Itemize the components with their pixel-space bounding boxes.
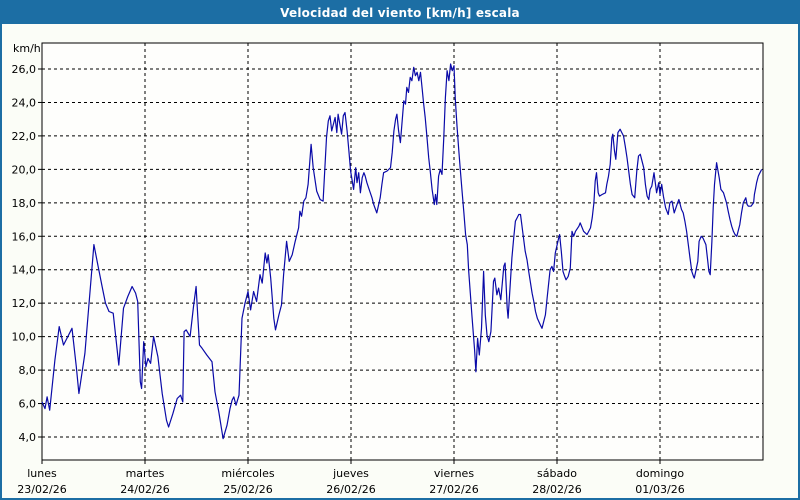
y-axis-tick-label: 12,0 — [12, 297, 37, 310]
x-axis-day-label: martes — [126, 467, 165, 480]
wind-speed-polyline — [41, 63, 763, 440]
y-axis-tick-label: 10,0 — [12, 331, 37, 344]
y-axis-unit-label: km/h — [13, 42, 41, 55]
y-axis-tick-label: 20,0 — [12, 163, 37, 176]
x-axis-day-label: miércoles — [221, 467, 274, 480]
x-axis-day-label: domingo — [636, 467, 684, 480]
y-axis-tick-label: 24,0 — [12, 96, 37, 109]
x-axis-date-label: 26/02/26 — [326, 483, 375, 496]
chart-title: Velocidad del viento [km/h] escala — [280, 6, 520, 20]
x-axis-date-label: 01/03/26 — [635, 483, 684, 496]
y-axis-tick-label: 6,0 — [19, 398, 37, 411]
x-axis-day-label: sábado — [537, 467, 577, 480]
y-axis-tick-label: 18,0 — [12, 197, 37, 210]
y-axis-tick-label: 14,0 — [12, 264, 37, 277]
x-axis-date-label: 24/02/26 — [120, 483, 169, 496]
x-axis-date-label: 27/02/26 — [429, 483, 478, 496]
x-axis-day-label: jueves — [332, 467, 369, 480]
y-axis-tick-label: 26,0 — [12, 63, 37, 76]
x-axis-date-label: 25/02/26 — [223, 483, 272, 496]
y-axis-tick-label: 22,0 — [12, 130, 37, 143]
x-axis-date-label: 28/02/26 — [532, 483, 581, 496]
x-axis-day-label: lunes — [27, 467, 57, 480]
plot-area — [41, 42, 764, 461]
y-axis-tick-label: 4,0 — [19, 431, 37, 444]
y-axis-tick-label: 16,0 — [12, 230, 37, 243]
x-axis-date-label: 23/02/26 — [17, 483, 66, 496]
title-bar: Velocidad del viento [km/h] escala — [2, 2, 798, 24]
x-axis-day-label: viernes — [434, 467, 474, 480]
y-axis-tick-label: 8,0 — [19, 364, 37, 377]
